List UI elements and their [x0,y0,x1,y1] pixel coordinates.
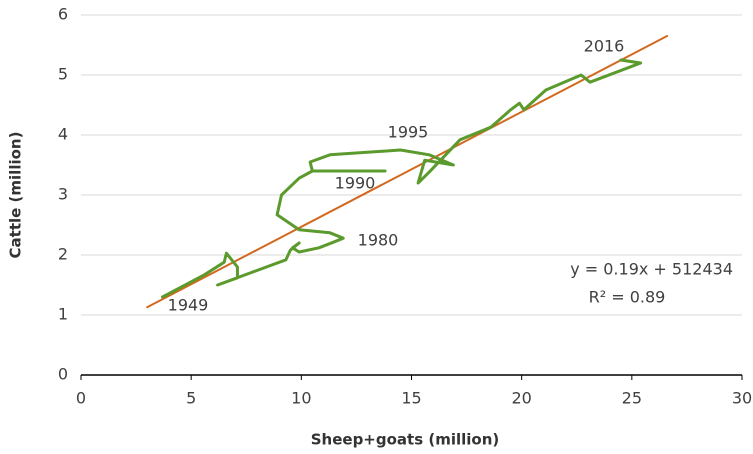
data-line [161,58,643,299]
x-tick-label: 25 [622,389,642,408]
x-tick-label: 10 [291,389,311,408]
y-axis-title: Cattle (million) [7,132,25,259]
y-tick-label: 3 [58,185,68,204]
annotation: 1995 [388,123,429,142]
annotation: 1949 [168,296,209,315]
annotation: 1980 [358,231,399,250]
x-tick-label: 0 [76,389,86,408]
x-tick-label: 5 [186,389,196,408]
x-tick-label: 20 [511,389,531,408]
annotation: R² = 0.89 [589,288,666,307]
x-axis-title: Sheep+goats (million) [311,431,500,449]
y-tick-label: 6 [58,5,68,24]
annotation: 2016 [584,37,625,56]
x-tick-label: 15 [401,389,421,408]
y-tick-label: 1 [58,305,68,324]
annotation: 1990 [335,174,376,193]
y-tick-label: 5 [58,65,68,84]
y-tick-label: 2 [58,245,68,264]
y-tick-label: 0 [58,365,68,384]
y-tick-label: 4 [58,125,68,144]
annotation: y = 0.19x + 512434 [570,260,733,279]
x-tick-label: 30 [732,389,752,408]
